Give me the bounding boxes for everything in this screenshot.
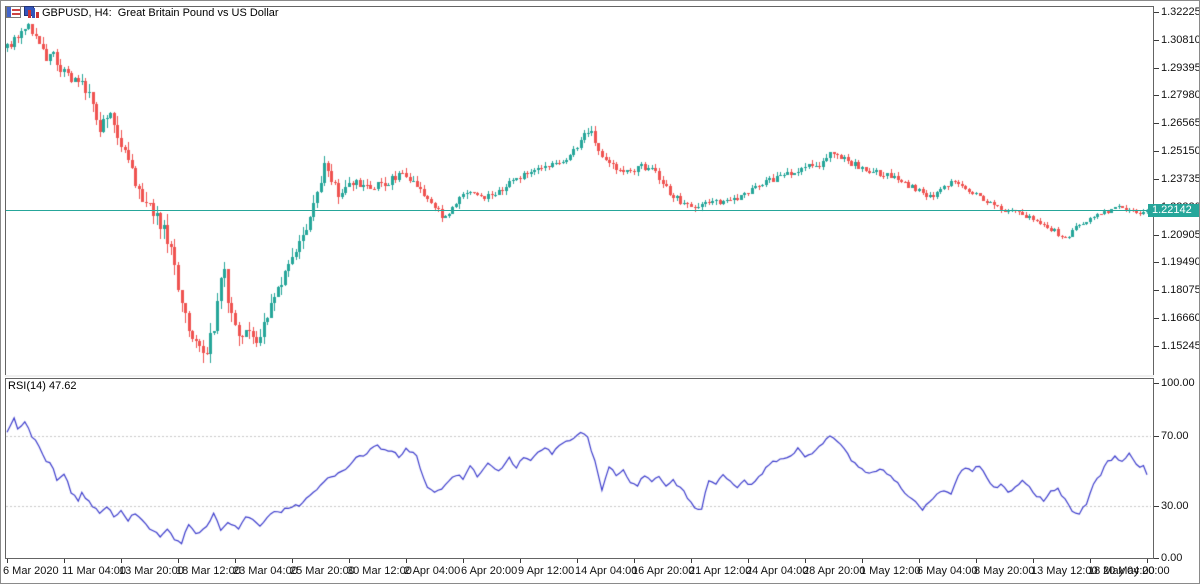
time-axis-label: 2 Apr 04:00 — [404, 565, 461, 577]
time-tick-mark — [976, 559, 977, 563]
price-axis-label: 1.29395 — [1161, 62, 1200, 74]
price-tick-mark — [1154, 290, 1159, 291]
time-axis-label: 23 Mar 04:00 — [233, 565, 298, 577]
price-axis-label: 1.18075 — [1161, 284, 1200, 296]
rsi-axis-label: 30.00 — [1161, 500, 1189, 512]
time-axis-label: 30 Mar 12:00 — [347, 565, 412, 577]
time-axis-label: 21 Apr 12:00 — [689, 565, 752, 577]
price-tick-mark — [1154, 318, 1159, 319]
time-tick-mark — [349, 559, 350, 563]
time-axis-label: 13 May 12:00 — [1031, 565, 1098, 577]
rsi-axis-label: 100.00 — [1161, 377, 1195, 389]
rsi-axis-label: 70.00 — [1161, 430, 1189, 442]
price-tick-mark — [1154, 179, 1159, 180]
header-icons-svg — [6, 6, 39, 18]
candlestick-canvas[interactable] — [6, 7, 1151, 373]
price-axis-label: 1.19490 — [1161, 256, 1200, 268]
time-axis-label: 13 Mar 20:00 — [119, 565, 184, 577]
time-axis-label: 6 Mar 2020 — [3, 565, 59, 577]
chart-window-icon — [6, 6, 21, 18]
time-tick-mark — [178, 559, 179, 563]
time-axis-label: 9 Apr 12:00 — [518, 565, 575, 577]
current-price-line — [6, 210, 1153, 211]
time-tick-mark — [691, 559, 692, 563]
rsi-tick-mark — [1154, 506, 1159, 507]
time-axis-label: 25 Mar 20:00 — [290, 565, 355, 577]
price-axis-label: 1.23735 — [1161, 173, 1200, 185]
pane-splitter[interactable] — [5, 375, 1154, 377]
time-axis-label: 28 Apr 20:00 — [803, 565, 866, 577]
time-tick-mark — [805, 559, 806, 563]
time-axis-label: 6 May 04:00 — [917, 565, 978, 577]
price-tick-mark — [1154, 95, 1159, 96]
price-axis-label: 1.20905 — [1161, 229, 1200, 241]
time-tick-mark — [748, 559, 749, 563]
time-tick-mark — [235, 559, 236, 563]
time-axis-label: 18 May 04:00 — [1088, 565, 1155, 577]
time-tick-mark — [919, 559, 920, 563]
price-axis-label: 1.27980 — [1161, 89, 1200, 101]
rsi-tick-mark — [1154, 436, 1159, 437]
time-tick-mark — [577, 559, 578, 563]
time-axis-label: 16 Apr 20:00 — [632, 565, 695, 577]
price-tick-mark — [1154, 262, 1159, 263]
rsi-tick-mark — [1154, 558, 1159, 559]
time-tick-mark — [520, 559, 521, 563]
time-tick-mark — [1090, 559, 1091, 563]
price-tick-mark — [1154, 235, 1159, 236]
symbol-title: GBPUSD, H4: Great Britain Pound vs US Do… — [42, 7, 279, 19]
time-tick-mark — [7, 559, 8, 563]
price-axis-label: 1.25150 — [1161, 145, 1200, 157]
time-axis-label: 14 Apr 04:00 — [575, 565, 638, 577]
time-tick-mark — [463, 559, 464, 563]
time-tick-mark — [1147, 559, 1148, 563]
time-axis-label: 6 Apr 20:00 — [461, 565, 518, 577]
price-axis-label: 1.15245 — [1161, 340, 1200, 352]
chart-header-icons — [6, 5, 40, 24]
price-tick-mark — [1154, 68, 1159, 69]
price-axis-label: 1.32225 — [1161, 6, 1200, 18]
time-tick-mark — [121, 559, 122, 563]
rsi-axis-label: 0.00 — [1161, 552, 1183, 564]
price-tick-mark — [1154, 346, 1159, 347]
time-tick-mark — [292, 559, 293, 563]
current-price-badge: 1.22142 — [1148, 204, 1199, 217]
time-axis-label: 20 May 20:00 — [1103, 565, 1170, 577]
rsi-tick-mark — [1154, 383, 1159, 384]
time-tick-mark — [406, 559, 407, 563]
indicator-bars-icon — [24, 6, 39, 18]
rsi-label: RSI(14) 47.62 — [8, 380, 77, 392]
price-tick-mark — [1154, 40, 1159, 41]
time-axis-label: 18 Mar 12:00 — [176, 565, 241, 577]
price-tick-mark — [1154, 151, 1159, 152]
time-tick-mark — [862, 559, 863, 563]
price-axis-label: 1.26565 — [1161, 117, 1200, 129]
price-tick-mark — [1154, 123, 1159, 124]
price-tick-mark — [1154, 12, 1159, 13]
time-tick-mark — [64, 559, 65, 563]
time-tick-mark — [634, 559, 635, 563]
time-axis-label: 24 Apr 04:00 — [746, 565, 809, 577]
time-tick-mark — [1033, 559, 1034, 563]
price-axis-label: 1.30810 — [1161, 34, 1200, 46]
price-axis-label: 1.16660 — [1161, 312, 1200, 324]
time-axis-label: 1 May 12:00 — [860, 565, 921, 577]
rsi-canvas[interactable] — [6, 379, 1151, 556]
time-axis-label: 8 May 20:00 — [974, 565, 1035, 577]
time-axis-label: 11 Mar 04:00 — [62, 565, 127, 577]
